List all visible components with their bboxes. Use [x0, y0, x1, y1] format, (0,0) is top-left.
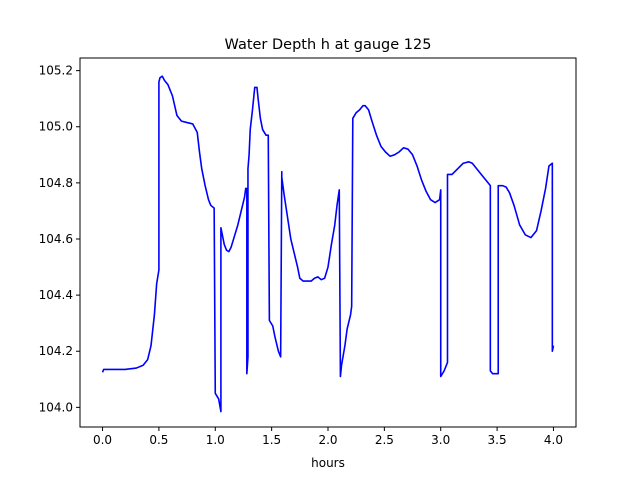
chart-title: Water Depth h at gauge 125	[225, 37, 432, 53]
x-tick-label: 2.0	[318, 433, 337, 447]
x-tick-label: 3.5	[488, 433, 507, 447]
x-tick-label: 0.5	[149, 433, 168, 447]
y-tick-label: 104.0	[39, 400, 73, 414]
y-tick-label: 105.0	[39, 120, 73, 134]
plot-layer	[101, 75, 555, 413]
y-tick-label: 104.2	[39, 344, 73, 358]
series-line-1	[101, 75, 555, 413]
x-tick-label: 1.0	[206, 433, 225, 447]
y-tick-label: 104.6	[39, 232, 73, 246]
x-axis: 0.0 0.5 1.0 1.5 2.0 2.5 3.0 3.5 4.0	[93, 427, 563, 447]
y-tick-label: 104.8	[39, 176, 73, 190]
y-tick-label: 105.2	[39, 64, 73, 78]
x-tick-label: 4.0	[544, 433, 563, 447]
x-tick-label: 0.0	[93, 433, 112, 447]
x-tick-label: 2.5	[375, 433, 394, 447]
x-tick-label: 1.5	[262, 433, 281, 447]
y-tick-label: 104.4	[39, 288, 73, 302]
y-axis: 104.0 104.2 104.4 104.6 104.8 105.0 105.2	[39, 64, 80, 414]
x-tick-label: 3.0	[431, 433, 450, 447]
x-axis-label: hours	[311, 456, 345, 470]
